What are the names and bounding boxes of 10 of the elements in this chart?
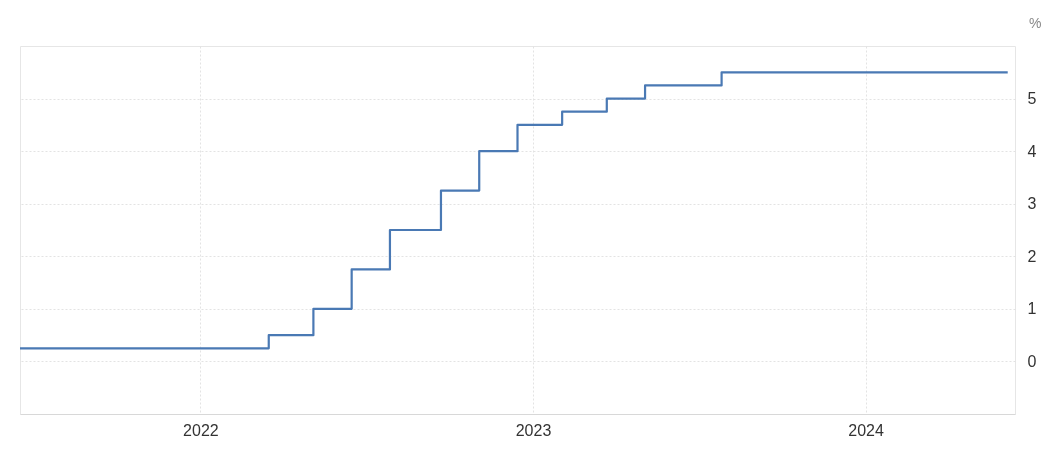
x-tick-label: 2023 [515, 421, 552, 439]
y-tick-label: 3 [1027, 195, 1037, 213]
x-tick-label: 2024 [848, 421, 884, 439]
y-tick-label: 1 [1027, 300, 1037, 318]
x-tick-label: 2022 [183, 421, 219, 439]
y-tick-label: 4 [1027, 142, 1037, 160]
y-tick-label: 2 [1027, 247, 1037, 265]
y-axis-title: % [1029, 14, 1042, 31]
y-tick-label: 0 [1027, 352, 1037, 370]
y-tick-label: 5 [1027, 90, 1037, 108]
